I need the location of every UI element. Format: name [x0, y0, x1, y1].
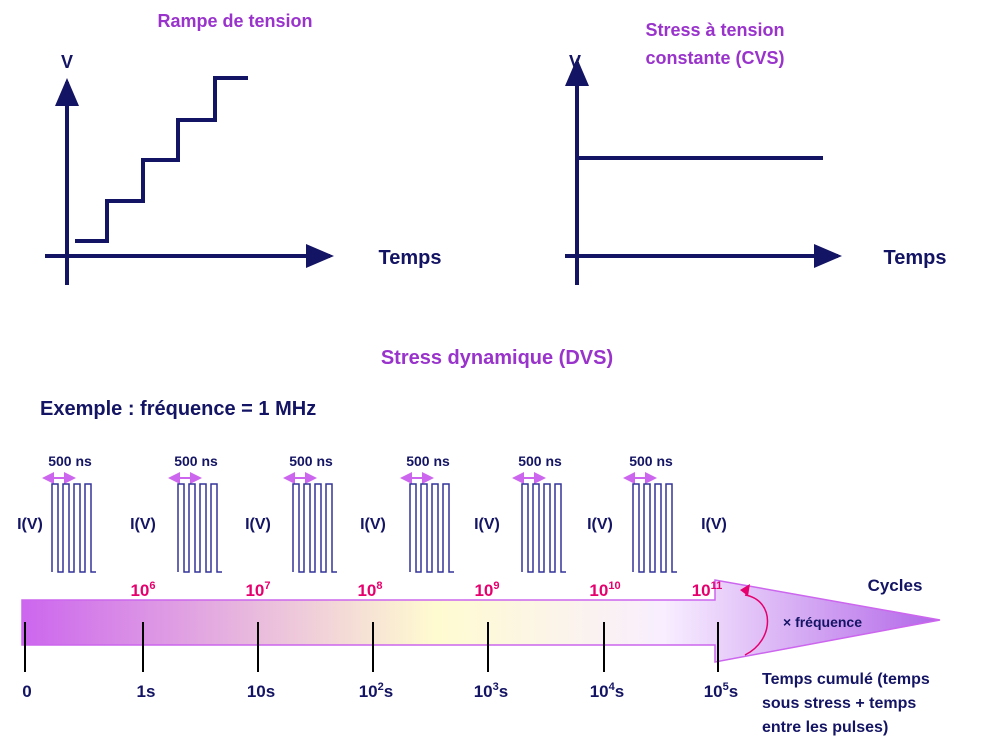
base: 10 — [590, 682, 609, 701]
axis-label: V — [61, 52, 73, 72]
base: 0 — [22, 682, 31, 701]
label: Cycles — [868, 576, 923, 595]
time-label: 103s — [474, 681, 509, 701]
time-label: 10s — [247, 682, 275, 701]
iv-label: I(V) — [130, 516, 156, 533]
base: 10 — [245, 581, 264, 600]
exponent: 7 — [264, 580, 270, 592]
base: 10s — [247, 682, 275, 701]
iv-label: I(V) — [587, 516, 613, 533]
title: Rampe de tension — [157, 11, 312, 31]
curved-arrow — [744, 594, 769, 656]
unit: s — [615, 682, 624, 701]
pulse-label: 500 ns — [406, 453, 450, 469]
pulse-label: 500 ns — [48, 453, 92, 469]
base: 10 — [692, 581, 711, 600]
subtitle: Exemple : fréquence = 1 MHz — [40, 398, 316, 420]
exponent: 3 — [493, 681, 499, 693]
axis-label: Temps — [379, 247, 442, 269]
base: 10 — [357, 581, 376, 600]
base: 10 — [130, 581, 149, 600]
cycle-label: 109 — [474, 580, 499, 600]
exponent: 8 — [376, 580, 382, 592]
unit: s — [729, 682, 738, 701]
time-label: 104s — [590, 681, 625, 701]
title: Stress à tension — [645, 20, 784, 40]
cycle-label: 106 — [130, 580, 155, 600]
exponent: 4 — [609, 681, 616, 693]
staircase — [75, 76, 248, 243]
base: 10 — [704, 682, 723, 701]
exponent: 5 — [723, 681, 729, 693]
cycle-label: 108 — [357, 580, 382, 600]
iv-label: I(V) — [245, 516, 271, 533]
axis-label: V — [569, 52, 581, 72]
iv-label: I(V) — [360, 516, 386, 533]
note: entre les pulses) — [762, 719, 888, 736]
pulse-train — [177, 483, 222, 573]
pulse-train — [632, 483, 677, 573]
exponent: 10 — [608, 580, 620, 592]
iv-label: I(V) — [17, 516, 43, 533]
base: 10 — [474, 682, 493, 701]
unit: s — [384, 682, 393, 701]
iv-label: I(V) — [474, 516, 500, 533]
label: × fréquence — [783, 614, 862, 630]
exponent: 2 — [378, 681, 384, 693]
pulse-label: 500 ns — [518, 453, 562, 469]
exponent: 6 — [149, 580, 155, 592]
base: 10 — [359, 682, 378, 701]
time-label: 105s — [704, 681, 739, 701]
arrow-head — [740, 584, 750, 596]
iv-label: I(V) — [701, 516, 727, 533]
cycle-label: 1010 — [589, 580, 620, 600]
pulse-label: 500 ns — [629, 453, 673, 469]
base: 10 — [474, 581, 493, 600]
title: Stress dynamique (DVS) — [381, 347, 613, 369]
pulse-train — [292, 483, 337, 573]
axis-label: Temps — [884, 247, 947, 269]
pulse-train — [409, 483, 454, 573]
base: 1s — [137, 682, 156, 701]
unit: s — [499, 682, 508, 701]
timeline-arrow — [21, 579, 941, 663]
time-label: 0 — [22, 682, 31, 701]
exponent: 9 — [493, 580, 499, 592]
base: 10 — [589, 581, 608, 600]
pulse-label: 500 ns — [174, 453, 218, 469]
time-label: 1s — [137, 682, 156, 701]
pulse-train — [521, 483, 566, 573]
title: constante (CVS) — [645, 48, 784, 68]
note: sous stress + temps — [762, 695, 916, 712]
time-label: 102s — [359, 681, 394, 701]
exponent: 11 — [711, 580, 723, 592]
pulse-train — [51, 483, 96, 573]
note: Temps cumulé (temps — [762, 671, 930, 688]
pulse-label: 500 ns — [289, 453, 333, 469]
cycle-label: 1011 — [692, 580, 723, 600]
cycle-label: 107 — [245, 580, 270, 600]
